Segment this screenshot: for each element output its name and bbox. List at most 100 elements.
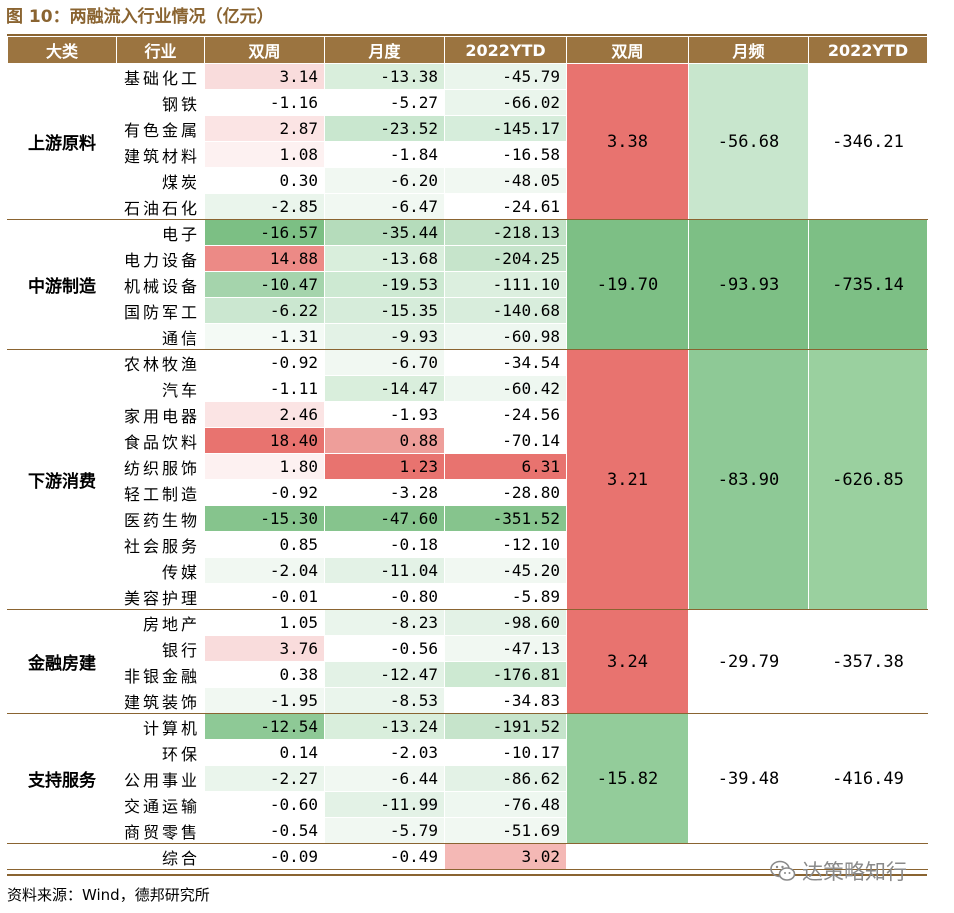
table-row: 家用电器 2.46 -1.93 -24.56: [8, 401, 928, 428]
header-group-biweekly: 双周: [566, 36, 689, 64]
industry-cell: 石油石化: [116, 193, 205, 220]
biweekly-value: -0.01: [204, 583, 325, 610]
monthly-value: -8.53: [324, 687, 445, 714]
group-ytd-value: [808, 843, 928, 870]
industry-cell: 钢铁: [116, 89, 205, 116]
monthly-value: -0.49: [324, 843, 445, 870]
monthly-value: -12.47: [324, 661, 445, 688]
biweekly-value: 18.40: [204, 427, 325, 454]
biweekly-value: -15.30: [204, 505, 325, 532]
table-row: 钢铁 -1.16 -5.27 -66.02: [8, 89, 928, 116]
biweekly-value: 1.08: [204, 141, 325, 168]
table-body: 上游原料 基础化工 3.14 -13.38 -45.79 3.38 -56.68 -346.2…: [7, 63, 928, 870]
monthly-value: -0.18: [324, 531, 445, 558]
monthly-value: -6.20: [324, 167, 445, 194]
table-row: 商贸零售 -0.54 -5.79 -51.69: [8, 817, 928, 844]
wechat-icon: [770, 860, 796, 881]
group-biweekly-value: -15.82: [566, 713, 689, 844]
monthly-value: -1.93: [324, 401, 445, 428]
industry-cell: 通信: [116, 323, 205, 350]
monthly-value: -14.47: [324, 375, 445, 402]
ytd-value: -45.79: [444, 63, 567, 90]
biweekly-value: 1.05: [204, 609, 325, 636]
ytd-value: -98.60: [444, 609, 567, 636]
ytd-value: -111.10: [444, 271, 567, 298]
industry-cell: 商贸零售: [116, 817, 205, 844]
ytd-value: -60.42: [444, 375, 567, 402]
ytd-value: -24.61: [444, 193, 567, 220]
table-row: 医药生物 -15.30 -47.60 -351.52: [8, 505, 928, 532]
industry-cell: 汽车: [116, 375, 205, 402]
group-biweekly-value: -19.70: [566, 219, 689, 350]
biweekly-value: -16.57: [204, 219, 325, 246]
wechat-watermark: 达策略知行: [770, 856, 907, 886]
biweekly-value: 0.85: [204, 531, 325, 558]
ytd-value: -24.56: [444, 401, 567, 428]
table-row: 纺织服饰 1.80 1.23 6.31: [8, 453, 928, 480]
ytd-value: -66.02: [444, 89, 567, 116]
industry-cell: 房地产: [116, 609, 205, 636]
ytd-value: -34.54: [444, 349, 567, 376]
group-monthly-value: -29.79: [688, 609, 809, 714]
industry-cell: 建筑装饰: [116, 687, 205, 714]
group-biweekly-value: 3.24: [566, 609, 689, 714]
biweekly-value: 1.80: [204, 453, 325, 480]
monthly-value: -5.79: [324, 817, 445, 844]
table-row: 机械设备 -10.47 -19.53 -111.10: [8, 271, 928, 298]
biweekly-value: 2.46: [204, 401, 325, 428]
table-row: 建筑装饰 -1.95 -8.53 -34.83: [8, 687, 928, 714]
monthly-value: 0.88: [324, 427, 445, 454]
ytd-value: -191.52: [444, 713, 567, 740]
category-cell: 支持服务: [7, 713, 117, 844]
industry-cell: 综合: [116, 843, 205, 870]
table-row: 非银金融 0.38 -12.47 -176.81: [8, 661, 928, 688]
monthly-value: -0.56: [324, 635, 445, 662]
monthly-value: -9.93: [324, 323, 445, 350]
category-cell: 下游消费: [7, 349, 117, 610]
industry-cell: 煤炭: [116, 167, 205, 194]
ytd-value: -351.52: [444, 505, 567, 532]
table-row: 中游制造 电子 -16.57 -35.44 -218.13 -19.70 -93.93 -73…: [7, 219, 928, 350]
ytd-value: -218.13: [444, 219, 567, 246]
header-industry: 行业: [116, 36, 205, 64]
monthly-value: -2.03: [324, 739, 445, 766]
industry-cell: 电子: [116, 219, 205, 246]
biweekly-value: -0.60: [204, 791, 325, 818]
monthly-value: -3.28: [324, 479, 445, 506]
monthly-value: -47.60: [324, 505, 445, 532]
industry-cell: 轻工制造: [116, 479, 205, 506]
table-frame: [7, 34, 927, 876]
industry-cell: 环保: [116, 739, 205, 766]
biweekly-value: 0.14: [204, 739, 325, 766]
industry-cell: 家用电器: [116, 401, 205, 428]
monthly-value: -13.38: [324, 63, 445, 90]
industry-cell: 食品饮料: [116, 427, 205, 454]
ytd-value: -34.83: [444, 687, 567, 714]
table-row: 建筑材料 1.08 -1.84 -16.58: [8, 141, 928, 168]
industry-cell: 计算机: [116, 713, 205, 740]
category-cell: 上游原料: [7, 63, 117, 220]
industry-cell: 银行: [116, 635, 205, 662]
table-row: 社会服务 0.85 -0.18 -12.10: [8, 531, 928, 558]
monthly-value: -5.27: [324, 89, 445, 116]
monthly-value: -1.84: [324, 141, 445, 168]
monthly-value: -0.80: [324, 583, 445, 610]
monthly-value: -13.24: [324, 713, 445, 740]
group-monthly-value: -83.90: [688, 349, 809, 610]
ytd-value: -28.80: [444, 479, 567, 506]
monthly-value: -6.44: [324, 765, 445, 792]
ytd-value: -204.25: [444, 245, 567, 272]
table-row: 国防军工 -6.22 -15.35 -140.68: [8, 297, 928, 324]
group-biweekly-value: 3.21: [566, 349, 689, 610]
biweekly-value: -0.09: [204, 843, 325, 870]
group-monthly-value: -93.93: [688, 219, 809, 350]
source-note: 资料来源：Wind，德邦研究所: [7, 886, 210, 904]
group-ytd-value: -357.38: [808, 609, 928, 714]
biweekly-value: -2.04: [204, 557, 325, 584]
ytd-value: 3.02: [444, 843, 567, 870]
table-row: 石油石化 -2.85 -6.47 -24.61: [8, 193, 928, 220]
group-ytd-value: -735.14: [808, 219, 928, 350]
ytd-value: -60.98: [444, 323, 567, 350]
header-group-ytd: 2022YTD: [808, 36, 928, 64]
biweekly-value: -1.16: [204, 89, 325, 116]
